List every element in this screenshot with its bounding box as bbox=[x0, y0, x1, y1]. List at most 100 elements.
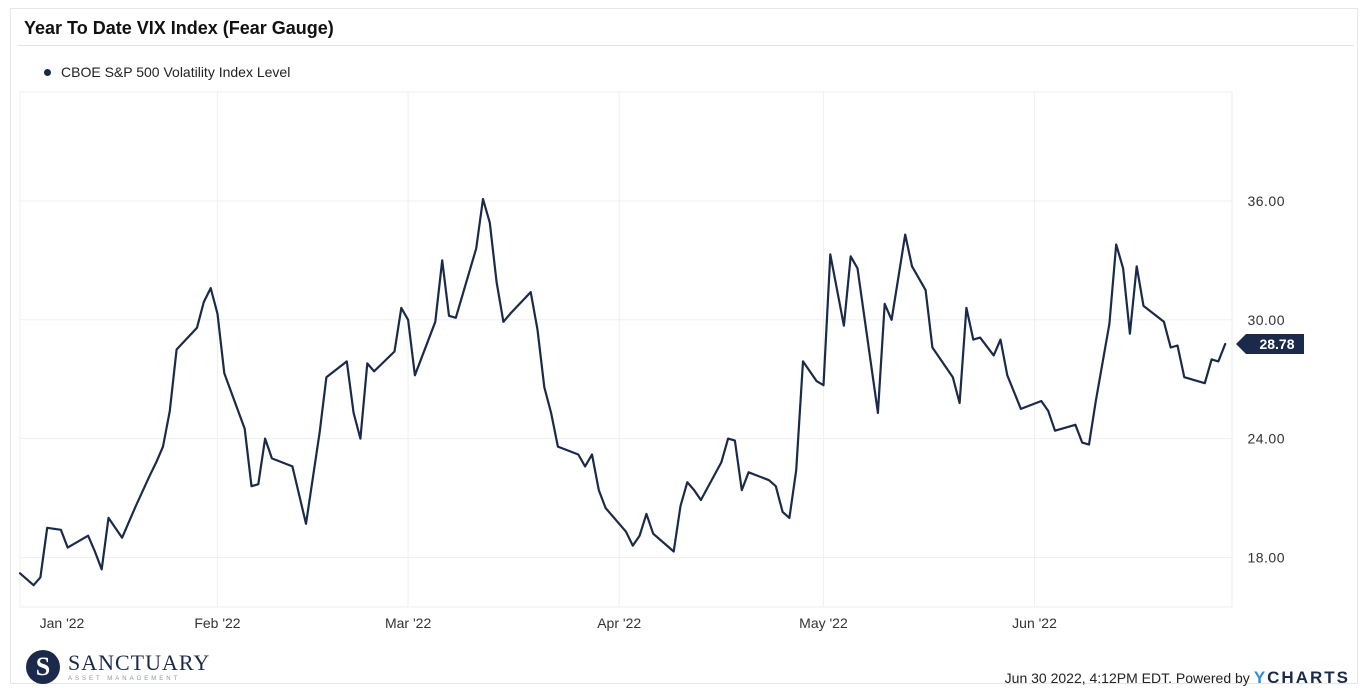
last-value-badge bbox=[1236, 333, 1304, 354]
data-point bbox=[720, 461, 722, 463]
data-point bbox=[748, 471, 750, 473]
brand-name: SANCTUARY bbox=[68, 650, 211, 675]
data-point bbox=[271, 457, 273, 459]
data-point bbox=[1020, 408, 1022, 410]
data-point bbox=[210, 287, 212, 289]
data-point bbox=[223, 372, 225, 374]
data-point bbox=[598, 489, 600, 491]
data-point bbox=[591, 453, 593, 456]
data-point bbox=[822, 384, 825, 386]
data-point bbox=[632, 545, 634, 547]
data-point bbox=[1040, 400, 1042, 402]
data-point bbox=[94, 550, 96, 553]
data-point bbox=[353, 412, 355, 414]
data-point bbox=[60, 529, 62, 531]
data-point bbox=[400, 307, 402, 309]
data-point bbox=[176, 348, 178, 351]
data-point bbox=[700, 499, 702, 501]
data-point bbox=[795, 469, 797, 471]
data-point bbox=[775, 485, 777, 487]
data-point bbox=[434, 321, 436, 323]
data-point bbox=[1211, 358, 1213, 360]
sanctuary-s-icon: S bbox=[26, 650, 60, 684]
data-point bbox=[911, 265, 913, 267]
footer-timestamp: Jun 30 2022, 4:12PM EDT. Powered by bbox=[1004, 670, 1250, 686]
y-tick-label: 24.00 bbox=[1247, 431, 1285, 447]
data-point bbox=[788, 517, 791, 519]
data-point bbox=[768, 479, 770, 481]
plot-area bbox=[19, 91, 1233, 608]
data-point bbox=[1115, 243, 1117, 246]
data-point bbox=[87, 535, 89, 537]
data-point bbox=[1170, 346, 1172, 349]
chart-frame bbox=[10, 8, 1358, 684]
data-point bbox=[686, 481, 688, 483]
y-tick-label: 36.00 bbox=[1247, 193, 1285, 209]
data-point bbox=[366, 362, 368, 364]
data-point bbox=[135, 505, 137, 507]
data-point bbox=[407, 319, 409, 321]
data-point bbox=[925, 289, 927, 291]
data-point bbox=[693, 489, 695, 491]
data-point bbox=[162, 446, 164, 448]
data-point bbox=[536, 329, 539, 331]
data-point bbox=[1129, 333, 1131, 335]
data-point bbox=[645, 513, 648, 515]
data-point bbox=[1224, 343, 1226, 345]
data-point bbox=[475, 247, 477, 250]
data-point bbox=[557, 446, 559, 448]
legend-marker bbox=[44, 68, 51, 76]
data-point bbox=[639, 535, 641, 537]
brand-tagline: ASSET MANAGEMENT bbox=[68, 676, 181, 682]
data-point bbox=[121, 537, 123, 539]
data-point bbox=[843, 325, 845, 327]
data-point bbox=[741, 489, 743, 491]
data-point bbox=[999, 339, 1002, 341]
data-point bbox=[455, 317, 457, 319]
data-point bbox=[931, 346, 934, 349]
chart-title: Year To Date VIX Index (Fear Gauge) bbox=[24, 18, 334, 38]
ycharts-logo[interactable]: YCHARTS bbox=[1253, 668, 1350, 687]
x-tick-label: Jan '22 bbox=[40, 615, 85, 631]
data-point bbox=[1217, 360, 1219, 362]
data-point bbox=[904, 234, 906, 236]
data-point bbox=[856, 267, 859, 269]
data-point bbox=[502, 321, 504, 323]
data-point bbox=[1074, 424, 1076, 426]
data-point bbox=[673, 550, 675, 553]
data-point bbox=[305, 523, 307, 525]
data-point bbox=[264, 438, 266, 440]
data-point bbox=[216, 313, 219, 315]
data-point bbox=[1163, 321, 1165, 323]
data-point bbox=[169, 410, 171, 412]
x-tick-label: Mar '22 bbox=[385, 615, 431, 631]
data-point bbox=[196, 327, 198, 329]
data-point bbox=[359, 438, 361, 440]
x-tick-label: Feb '22 bbox=[194, 615, 240, 631]
data-point bbox=[965, 307, 968, 309]
data-point bbox=[257, 483, 259, 485]
data-point bbox=[33, 584, 35, 586]
data-point bbox=[291, 465, 293, 467]
data-point bbox=[1176, 344, 1179, 347]
data-point bbox=[727, 438, 729, 440]
data-point bbox=[1006, 374, 1008, 376]
data-point bbox=[1183, 376, 1185, 378]
data-point bbox=[1108, 323, 1110, 325]
data-point bbox=[148, 475, 150, 477]
data-point bbox=[244, 428, 246, 430]
data-point bbox=[441, 259, 443, 261]
data-point bbox=[993, 354, 995, 356]
data-point bbox=[1088, 444, 1090, 446]
x-tick-label: May '22 bbox=[799, 615, 848, 631]
data-point bbox=[346, 360, 348, 362]
data-point bbox=[577, 453, 579, 456]
data-point bbox=[1136, 265, 1138, 267]
data-point bbox=[155, 461, 157, 463]
legend[interactable]: CBOE S&P 500 Volatility Index Level bbox=[44, 64, 290, 80]
data-point bbox=[734, 440, 736, 442]
data-point bbox=[816, 380, 818, 382]
data-point bbox=[319, 432, 321, 434]
series-line bbox=[18, 197, 1227, 587]
